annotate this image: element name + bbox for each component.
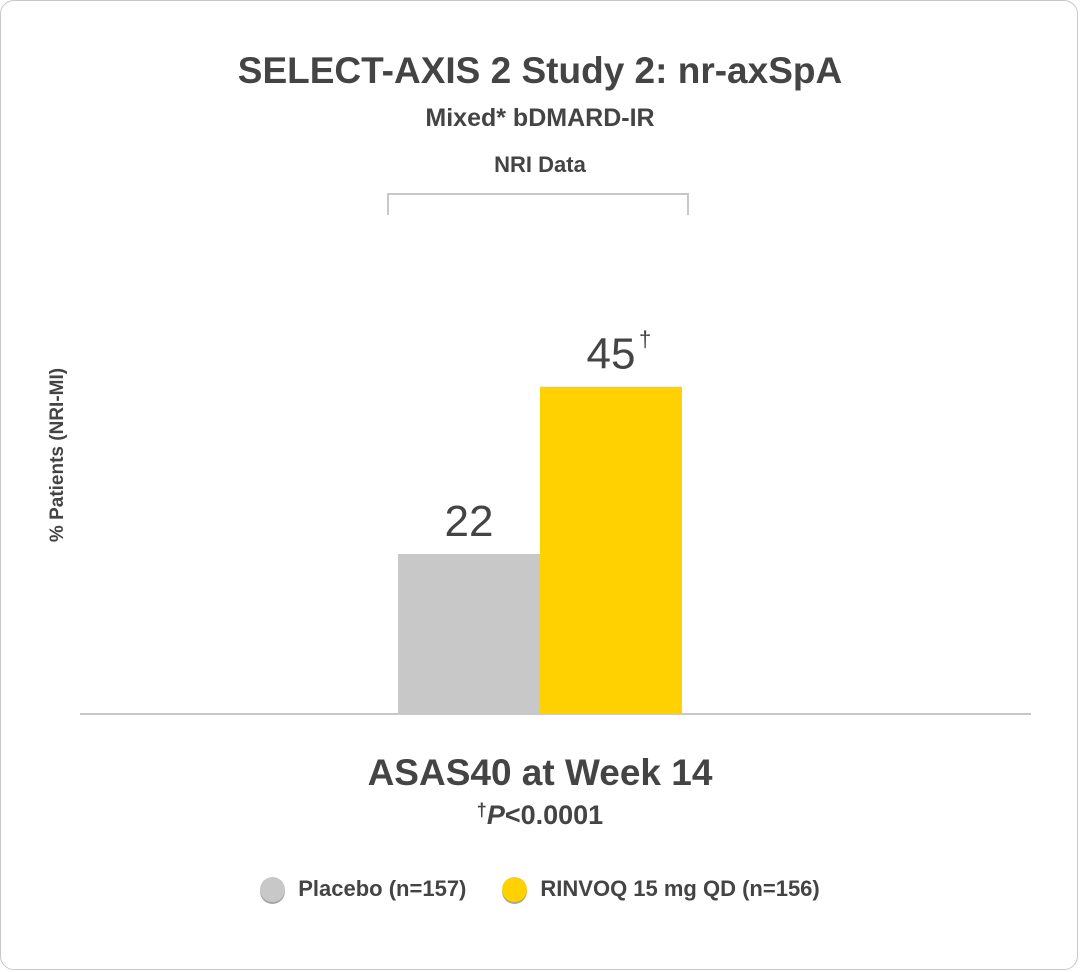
footnote-value: <0.0001	[504, 800, 604, 830]
footnote-symbol: †	[476, 800, 487, 820]
data-label-placebo: 22	[445, 497, 494, 546]
x-category-label: ASAS40 at Week 14	[367, 752, 713, 793]
bar-rinvoq	[540, 386, 682, 714]
legend: Placebo (n=157) RINVOQ 15 mg QD (n=156)	[0, 876, 1080, 902]
legend-item-placebo: Placebo (n=157)	[260, 876, 466, 902]
data-label-mark-rinvoq: †	[639, 327, 651, 352]
rinvoq-swatch	[502, 876, 528, 902]
legend-label-rinvoq: RINVOQ 15 mg QD (n=156)	[540, 876, 820, 901]
footnote-p: P	[486, 800, 505, 830]
data-label-rinvoq: 45	[587, 330, 636, 379]
chart-subtitle: Mixed* bDMARD-IR	[425, 104, 655, 132]
group-label: NRI Data	[494, 152, 586, 177]
legend-item-rinvoq: RINVOQ 15 mg QD (n=156)	[502, 876, 820, 902]
bar-placebo	[398, 554, 540, 714]
group-bracket	[387, 193, 689, 215]
legend-label-placebo: Placebo (n=157)	[298, 876, 467, 901]
p-value-footnote: †P<0.0001	[0, 800, 1080, 831]
placebo-swatch	[260, 876, 286, 902]
chart-title: SELECT-AXIS 2 Study 2: nr-axSpA	[237, 50, 843, 91]
